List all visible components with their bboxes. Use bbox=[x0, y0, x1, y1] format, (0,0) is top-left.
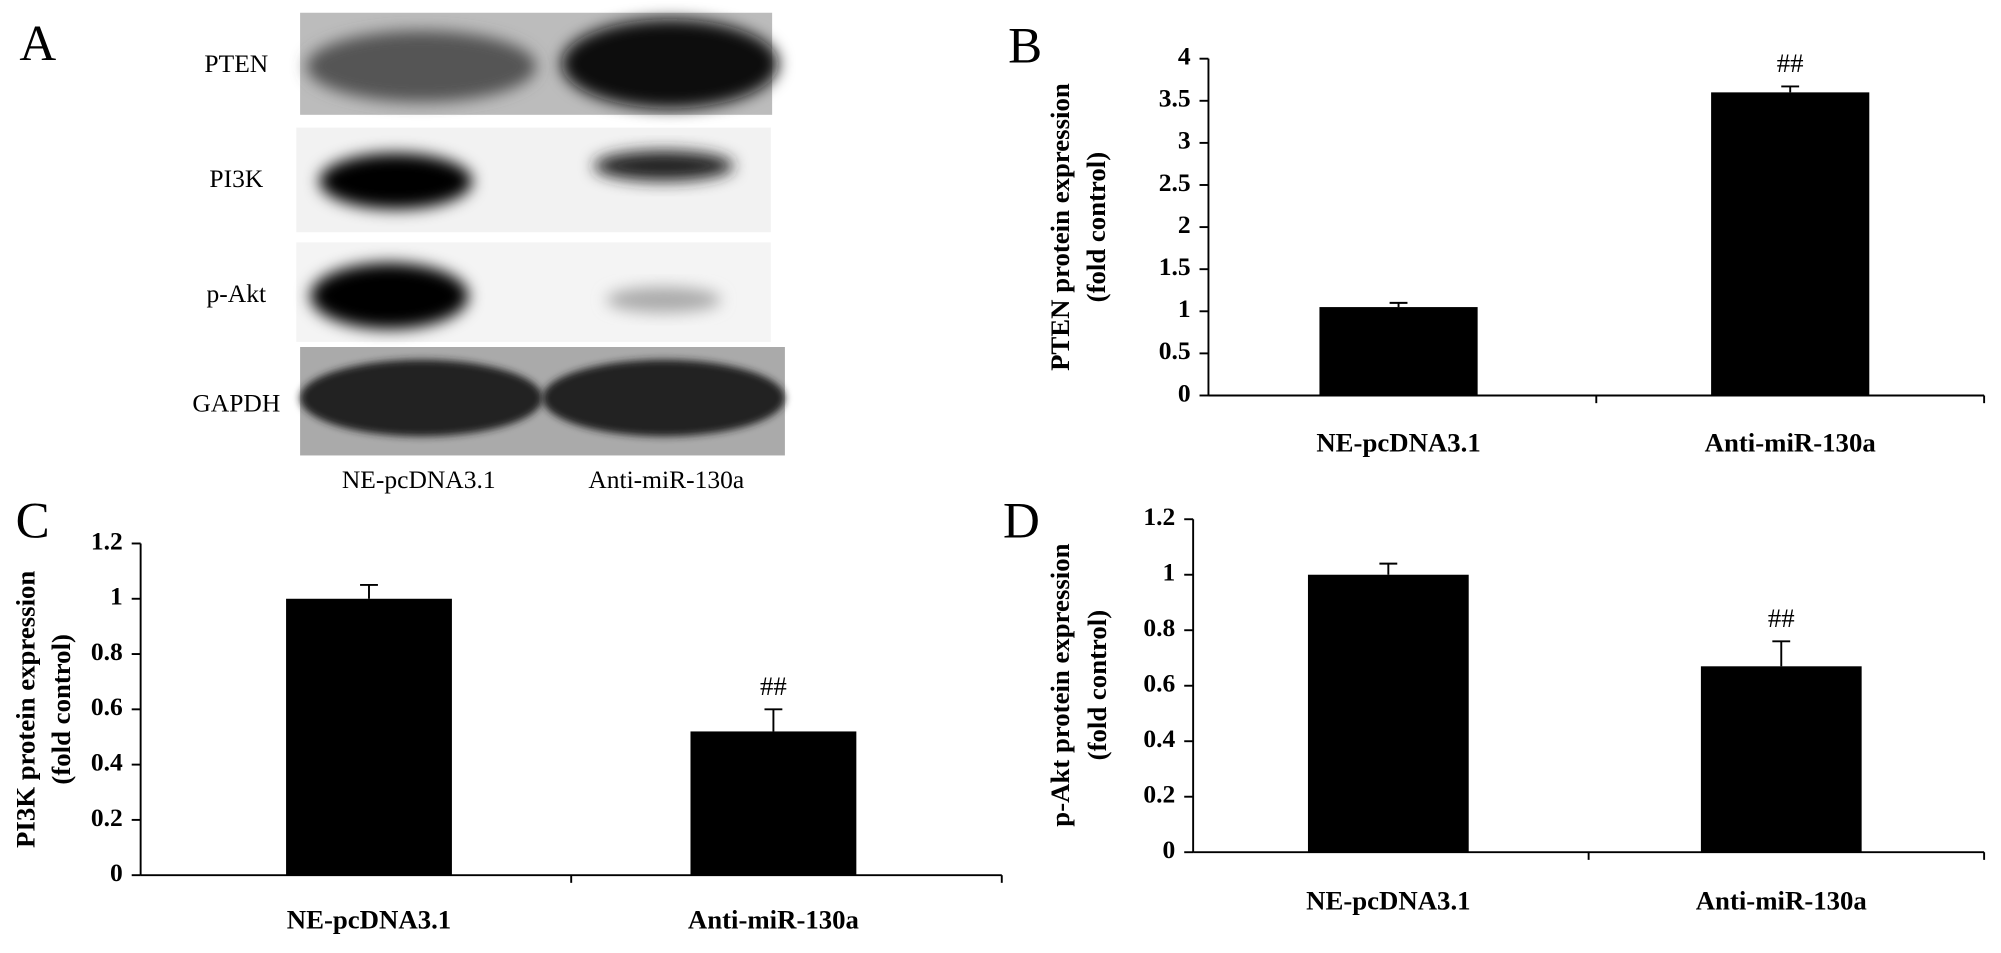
y-tick-label: 0.4 bbox=[91, 747, 123, 776]
significance-label: ## bbox=[1777, 48, 1804, 78]
bar bbox=[690, 731, 857, 876]
error-bar bbox=[1781, 85, 1800, 93]
y-tick-label: 2.5 bbox=[1159, 168, 1191, 197]
bar bbox=[1711, 92, 1870, 396]
y-axis-label: (fold control) bbox=[1082, 610, 1112, 761]
bar bbox=[286, 598, 452, 876]
error-bar bbox=[764, 708, 783, 732]
blot-row-label: GAPDH bbox=[192, 389, 280, 418]
panel-label: B bbox=[1008, 19, 1042, 75]
x-tick-label: NE-pcDNA3.1 bbox=[1306, 885, 1470, 915]
y-tick-label: 1.2 bbox=[91, 526, 123, 555]
y-tick-label: 4 bbox=[1178, 42, 1191, 71]
y-axis-label: PTEN protein expression bbox=[1045, 83, 1075, 371]
y-axis-label: (fold control) bbox=[1081, 152, 1111, 303]
blot-row-label: PTEN bbox=[204, 49, 268, 78]
error-bar bbox=[1772, 640, 1791, 667]
blot-row-label: p-Akt bbox=[207, 279, 266, 308]
y-tick-label: 0.5 bbox=[1159, 336, 1191, 365]
bar bbox=[1319, 307, 1478, 396]
y-tick-label: 2 bbox=[1178, 210, 1191, 239]
blot-row-label: PI3K bbox=[209, 164, 263, 193]
y-axis-label: PI3K protein expression bbox=[11, 571, 41, 848]
x-tick-label: Anti-miR-130a bbox=[1696, 885, 1867, 915]
blot-strip bbox=[300, 12, 779, 115]
x-tick-label: Anti-miR-130a bbox=[688, 905, 859, 935]
y-tick-label: 3.5 bbox=[1159, 84, 1191, 113]
blot-strip bbox=[300, 347, 785, 456]
y-tick-label: 0.6 bbox=[91, 692, 123, 721]
y-tick-label: 0.2 bbox=[91, 803, 123, 832]
x-tick-label: NE-pcDNA3.1 bbox=[1316, 427, 1480, 457]
y-tick-label: 1.2 bbox=[1143, 502, 1175, 531]
y-tick-label: 0 bbox=[110, 858, 123, 887]
error-bar bbox=[360, 583, 378, 599]
panel-label: D bbox=[1003, 493, 1040, 549]
panel-label: A bbox=[19, 16, 56, 72]
blot-strip bbox=[296, 242, 771, 342]
error-bar bbox=[1379, 562, 1398, 575]
blot-column-label: Anti-miR-130a bbox=[588, 465, 744, 494]
y-tick-label: 0.2 bbox=[1143, 780, 1175, 809]
x-tick-label: NE-pcDNA3.1 bbox=[287, 905, 451, 935]
y-tick-label: 1.5 bbox=[1159, 252, 1191, 281]
y-tick-label: 0 bbox=[1178, 378, 1191, 407]
y-tick-label: 0.8 bbox=[1143, 613, 1175, 642]
y-axis-label: p-Akt protein expression bbox=[1045, 543, 1075, 826]
y-tick-label: 3 bbox=[1178, 126, 1191, 155]
y-axis-label: (fold control) bbox=[46, 634, 76, 785]
significance-label: ## bbox=[1768, 603, 1795, 633]
significance-label: ## bbox=[760, 671, 787, 701]
y-tick-label: 1 bbox=[1178, 294, 1191, 323]
y-tick-label: 0.8 bbox=[91, 637, 123, 666]
bar bbox=[1307, 574, 1469, 853]
blot-strip bbox=[296, 127, 771, 233]
y-tick-label: 0.4 bbox=[1143, 724, 1175, 753]
panel-label: C bbox=[16, 493, 50, 549]
bar bbox=[1700, 666, 1862, 853]
y-tick-label: 1 bbox=[1163, 558, 1176, 587]
y-tick-label: 0.6 bbox=[1143, 669, 1175, 698]
error-bar bbox=[1389, 301, 1408, 308]
x-tick-label: Anti-miR-130a bbox=[1705, 427, 1876, 457]
y-tick-label: 0 bbox=[1163, 835, 1176, 864]
y-tick-label: 1 bbox=[110, 582, 123, 611]
blot-column-label: NE-pcDNA3.1 bbox=[342, 465, 496, 494]
